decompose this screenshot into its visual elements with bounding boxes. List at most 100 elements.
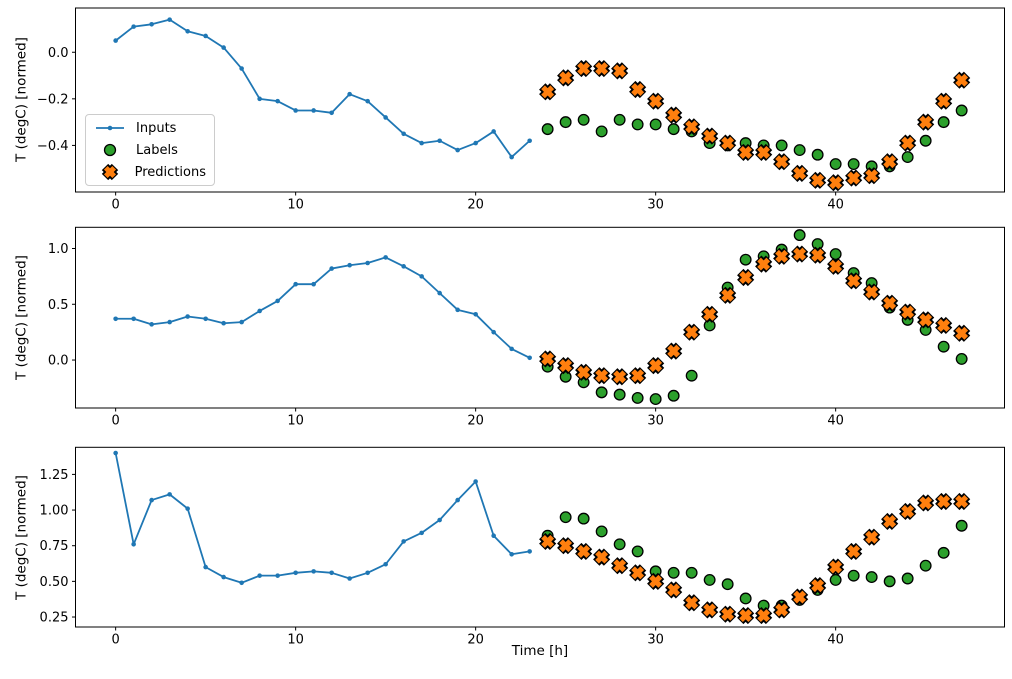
labels-point bbox=[829, 158, 842, 171]
inputs-point bbox=[473, 479, 478, 484]
predictions-point bbox=[811, 579, 825, 593]
inputs-point bbox=[221, 574, 226, 580]
predictions-point bbox=[595, 550, 609, 564]
labels-point bbox=[595, 386, 608, 399]
legend-x-sample bbox=[103, 165, 117, 179]
inputs-point bbox=[131, 541, 136, 547]
labels-point bbox=[577, 113, 590, 126]
inputs-point bbox=[293, 281, 298, 287]
predictions-point bbox=[901, 505, 915, 518]
labels-point bbox=[613, 538, 626, 551]
subplot-1: 0 10 20 30 40 0.0 −0.2 −0.4 bbox=[37, 7, 1005, 213]
x-tick-label: 0 bbox=[112, 414, 120, 429]
inputs-point bbox=[185, 28, 190, 34]
predictions-point bbox=[865, 169, 879, 183]
legend-label: Predictions bbox=[134, 164, 206, 180]
predictions-point bbox=[667, 583, 681, 597]
inputs-point bbox=[491, 329, 496, 335]
predictions-point bbox=[613, 559, 627, 573]
inputs-point bbox=[311, 108, 316, 113]
predictions-point bbox=[739, 609, 753, 623]
legend: Inputs Labels Predictions bbox=[85, 114, 215, 186]
inputs-point bbox=[113, 38, 118, 43]
labels-point bbox=[667, 389, 680, 402]
predictions-point bbox=[613, 370, 627, 384]
predictions-point bbox=[937, 495, 951, 508]
inputs-point bbox=[149, 22, 154, 27]
predictions-point bbox=[847, 171, 861, 185]
labels-point bbox=[829, 573, 842, 586]
inputs-point bbox=[257, 308, 262, 314]
predictions-point bbox=[649, 94, 663, 108]
predictions-point bbox=[919, 115, 933, 129]
labels-point bbox=[919, 134, 932, 147]
predictions-point bbox=[721, 607, 735, 621]
inputs-point bbox=[329, 110, 334, 116]
inputs-point bbox=[527, 355, 532, 361]
inputs-point bbox=[131, 24, 136, 29]
y-axis-label-subplot-2: T (degC) [normed] bbox=[13, 255, 30, 380]
predictions-point bbox=[541, 534, 555, 548]
x-tick-label: 30 bbox=[647, 198, 664, 213]
labels-point bbox=[631, 545, 644, 558]
inputs-point bbox=[419, 530, 424, 536]
predictions-point bbox=[577, 62, 591, 75]
predictions-point bbox=[703, 129, 717, 143]
inputs-point bbox=[365, 98, 370, 104]
inputs-point bbox=[455, 147, 460, 153]
predictions-point bbox=[703, 603, 717, 617]
inputs-point bbox=[347, 262, 352, 268]
labels-point bbox=[847, 158, 860, 171]
y-tick-label: 1.00 bbox=[40, 504, 69, 519]
predictions-point bbox=[577, 544, 591, 558]
labels-point bbox=[559, 116, 572, 129]
predictions-point bbox=[595, 369, 609, 383]
labels-point bbox=[613, 388, 626, 401]
predictions-point bbox=[685, 325, 699, 339]
predictions-point bbox=[829, 259, 843, 273]
labels-point bbox=[559, 370, 572, 383]
x-tick-label: 40 bbox=[827, 198, 844, 213]
y-tick-label: 0.25 bbox=[40, 611, 69, 626]
axes-border bbox=[75, 7, 1005, 193]
y-tick-label: 0.75 bbox=[40, 539, 69, 554]
labels-point bbox=[829, 248, 842, 261]
predictions-point bbox=[649, 359, 663, 373]
labels-point bbox=[703, 319, 716, 332]
labels-point bbox=[937, 340, 950, 353]
inputs-point bbox=[365, 260, 370, 266]
inputs-point bbox=[293, 108, 298, 113]
labels-point bbox=[793, 144, 806, 157]
inputs-point bbox=[329, 570, 334, 576]
inputs-point bbox=[347, 576, 352, 581]
labels-point bbox=[883, 575, 896, 588]
x-tick-label: 30 bbox=[647, 633, 664, 648]
predictions-point bbox=[865, 530, 879, 544]
legend-line-marker bbox=[107, 125, 113, 131]
x-tick-label: 40 bbox=[827, 414, 844, 429]
inputs-line bbox=[115, 256, 531, 359]
inputs-point bbox=[113, 450, 118, 456]
x-tick-label: 30 bbox=[647, 414, 664, 429]
predictions-point bbox=[721, 136, 735, 150]
labels-point bbox=[811, 148, 824, 161]
predictions-point bbox=[541, 85, 555, 99]
inputs-point bbox=[401, 131, 406, 137]
inputs-point bbox=[221, 320, 226, 326]
x-tick-label: 10 bbox=[287, 633, 304, 648]
inputs-point bbox=[131, 316, 136, 322]
legend-circle-sample bbox=[103, 143, 117, 157]
predictions-point bbox=[937, 319, 951, 332]
inputs-point bbox=[473, 140, 478, 146]
inputs-point bbox=[275, 98, 280, 104]
labels-point bbox=[613, 113, 626, 126]
labels-point bbox=[541, 123, 554, 136]
inputs-point bbox=[419, 140, 424, 146]
labels-point bbox=[667, 566, 680, 579]
inputs-point bbox=[311, 281, 316, 287]
predictions-point bbox=[685, 120, 699, 134]
labels-point bbox=[685, 566, 698, 579]
y-tick-label: −0.4 bbox=[37, 139, 69, 154]
predictions-point bbox=[901, 305, 915, 319]
predictions-point bbox=[577, 365, 591, 379]
